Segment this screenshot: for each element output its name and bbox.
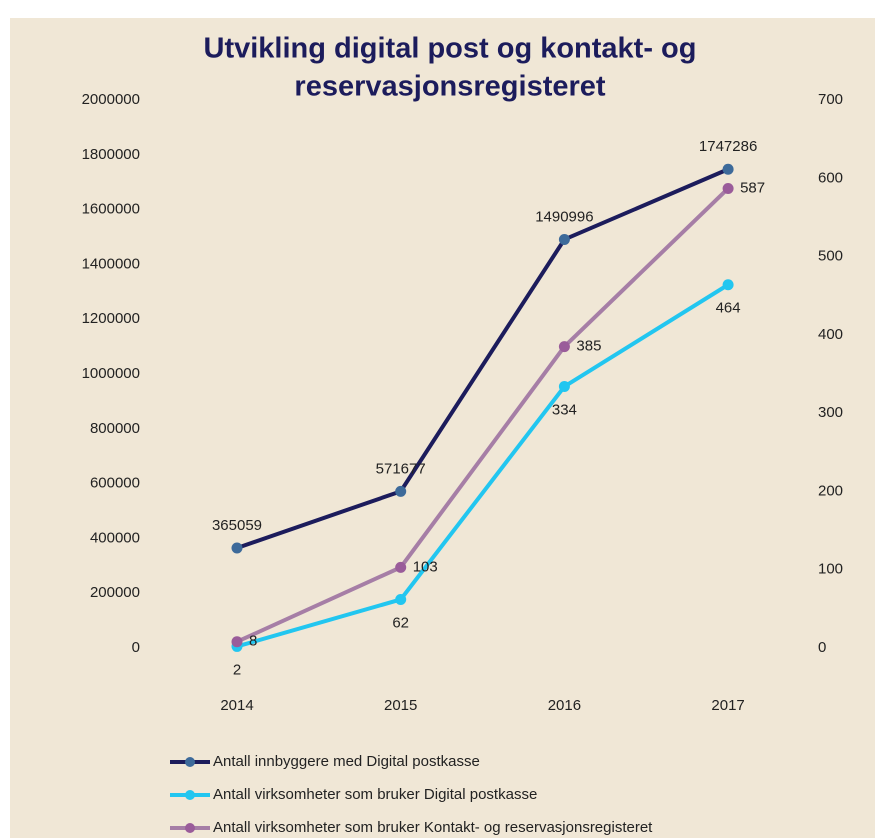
legend-label: Antall innbyggere med Digital postkasse [213,753,480,770]
legend-label: Antall virksomheter som bruker Kontakt- … [213,819,653,836]
data-point [395,593,407,605]
y2-tick-label: 0 [818,639,826,656]
data-point [395,561,407,573]
y-tick-label: 200000 [90,584,140,601]
y2-tick-label: 600 [818,169,843,186]
x-tick-label: 2015 [384,697,417,714]
data-label: 8 [249,633,257,650]
y2-tick-label: 100 [818,561,843,578]
y2-tick-label: 200 [818,482,843,499]
legend-marker [185,757,195,767]
x-tick-label: 2014 [220,697,253,714]
series-line [236,283,730,649]
data-label: 2 [233,661,241,678]
data-label: 103 [413,558,438,575]
data-point [722,163,734,175]
data-label: 571677 [376,460,426,477]
legend-marker [185,823,195,833]
y2-tick-label: 400 [818,326,843,343]
series-line [236,167,729,550]
y-tick-label: 1000000 [82,365,140,382]
y-tick-label: 2000000 [82,91,140,108]
y-tick-label: 1800000 [82,146,140,163]
y-tick-label: 1200000 [82,310,140,327]
data-label: 587 [740,179,765,196]
data-point [558,381,570,393]
y-tick-label: 800000 [90,420,140,437]
data-label: 334 [552,401,577,418]
data-label: 365059 [212,517,262,534]
data-label: 62 [392,614,409,631]
y2-tick-label: 700 [818,91,843,108]
y-tick-label: 1400000 [82,255,140,272]
y-tick-label: 400000 [90,529,140,546]
y2-tick-label: 500 [818,248,843,265]
data-point [558,341,570,353]
chart-title: reservasjonsregisteret [294,71,605,103]
x-tick-label: 2017 [711,697,744,714]
data-point [722,279,734,291]
series-line [236,187,730,644]
data-label: 464 [716,300,741,317]
data-label: 385 [576,338,601,355]
y-tick-label: 0 [132,639,140,656]
y-tick-label: 600000 [90,475,140,492]
chart-title: Utvikling digital post og kontakt- og [204,33,697,65]
legend-label: Antall virksomheter som bruker Digital p… [213,786,537,803]
data-label: 1490996 [535,208,593,225]
data-label: 1747286 [699,138,757,155]
data-point [722,182,734,194]
data-point [231,542,243,554]
data-point [231,636,243,648]
legend-marker [185,790,195,800]
data-point [558,233,570,245]
data-point [395,485,407,497]
y-tick-label: 1600000 [82,201,140,218]
x-tick-label: 2016 [548,697,581,714]
y2-tick-label: 300 [818,404,843,421]
